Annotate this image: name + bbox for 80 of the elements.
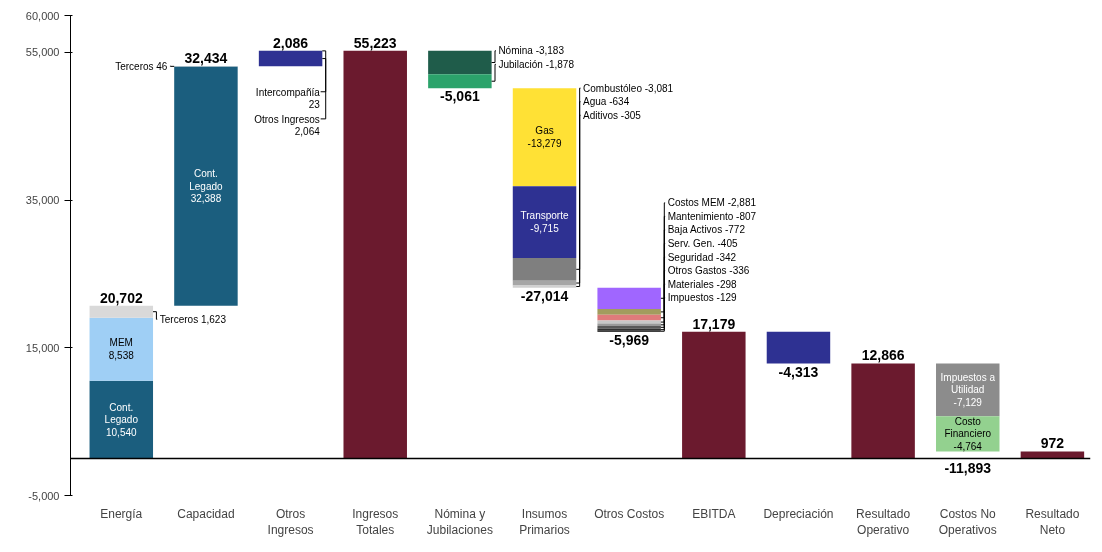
series-label: MEM <box>109 337 133 349</box>
text: Otros Gastos -336 <box>667 265 750 277</box>
bar <box>597 287 661 309</box>
text: Baja Activos -772 <box>667 224 745 236</box>
total-label: 2,086 <box>273 34 309 51</box>
data-label: 10,540 <box>106 426 138 438</box>
text: Otros Ingresos <box>254 113 320 125</box>
text: Serv. Gen. -405 <box>667 238 738 250</box>
x-tick-label: Ingresos Totales <box>352 506 399 538</box>
text: Materiales -298 <box>667 278 737 290</box>
bar <box>512 285 577 288</box>
text: Costos MEM -2,881 <box>667 197 757 209</box>
x-tick-label: Energía <box>100 506 143 521</box>
text: Combustóleo -3,081 <box>583 82 674 94</box>
total-label: 12,866 <box>861 347 905 364</box>
data-label: 8,538 <box>108 350 135 362</box>
bar <box>89 305 154 318</box>
total-label: -4,313 <box>778 363 819 380</box>
series-label: Gas <box>535 125 554 137</box>
text: Intercompañía <box>255 86 321 98</box>
bar <box>174 66 238 306</box>
x-tick-label: Otros Ingresos <box>267 506 314 538</box>
text: Nómina -3,183 <box>498 45 564 57</box>
y-tick-label: 55,000 <box>25 46 60 59</box>
x-tick-label: Nómina y Jubilaciones <box>426 506 493 538</box>
data-label: 23 <box>308 99 321 111</box>
bar <box>258 50 323 67</box>
series-label: Impuestos a Utilidad <box>940 371 996 396</box>
series-label: Cont. Legado <box>104 401 139 426</box>
total-label: -5,061 <box>440 88 480 105</box>
text: Impuestos -129 <box>667 292 737 304</box>
bar <box>428 74 492 89</box>
x-tick-label: Resultado Neto <box>1025 506 1080 538</box>
total-label: 32,434 <box>184 50 228 67</box>
text: Aditivos -305 <box>583 109 641 121</box>
y-tick-label: -5,000 <box>28 489 60 502</box>
text: Mantenimiento -807 <box>667 210 757 222</box>
x-tick-label: EBITDA <box>692 506 736 521</box>
y-tick-label: 35,000 <box>25 194 60 207</box>
data-label: 32,388 <box>190 193 222 205</box>
series-label: Costo Financiero <box>944 415 992 440</box>
x-tick-label: Insumos Primarios <box>519 506 570 538</box>
bar <box>512 257 577 281</box>
data-label: -9,715 <box>530 222 560 234</box>
bar <box>766 331 831 364</box>
total-label: 972 <box>1040 435 1065 452</box>
bar <box>597 308 661 315</box>
x-tick-label: Costos No Operativos <box>938 506 997 538</box>
y-tick-label: 60,000 <box>25 9 60 22</box>
bar <box>89 380 154 459</box>
total-label: 20,702 <box>99 289 143 306</box>
bar <box>343 50 407 459</box>
bar <box>512 186 577 258</box>
total-label: 17,179 <box>692 315 736 332</box>
data-label: -7,129 <box>953 397 983 409</box>
data-label: 2,064 <box>294 126 321 138</box>
text: Cont. Legado <box>189 167 223 192</box>
text: Terceros 1,623 <box>159 313 226 325</box>
x-tick-label: Otros Costos <box>594 506 665 521</box>
y-tick-label: 15,000 <box>25 341 60 354</box>
bar <box>89 317 154 381</box>
text: Seguridad -342 <box>667 251 737 263</box>
total-label: -27,014 <box>520 287 569 304</box>
text: Terceros 46 <box>115 60 168 72</box>
bar <box>682 331 746 459</box>
bar <box>512 88 577 187</box>
x-tick-label: Capacidad <box>177 506 235 521</box>
bar <box>428 50 492 75</box>
data-label: -13,279 <box>527 138 562 149</box>
bar <box>851 363 915 459</box>
total-label: 55,223 <box>353 34 397 51</box>
x-tick-label: Depreciación <box>763 506 834 521</box>
text: Jubilación -1,878 <box>498 58 574 70</box>
total-label: -5,969 <box>609 331 650 348</box>
bar <box>597 314 661 321</box>
data-label: -4,764 <box>953 440 983 452</box>
total-label: -11,893 <box>944 459 992 476</box>
text: Agua -634 <box>583 96 630 108</box>
series-label: Transporte <box>520 210 569 222</box>
x-tick-label: Resultado Operativo <box>856 506 911 538</box>
